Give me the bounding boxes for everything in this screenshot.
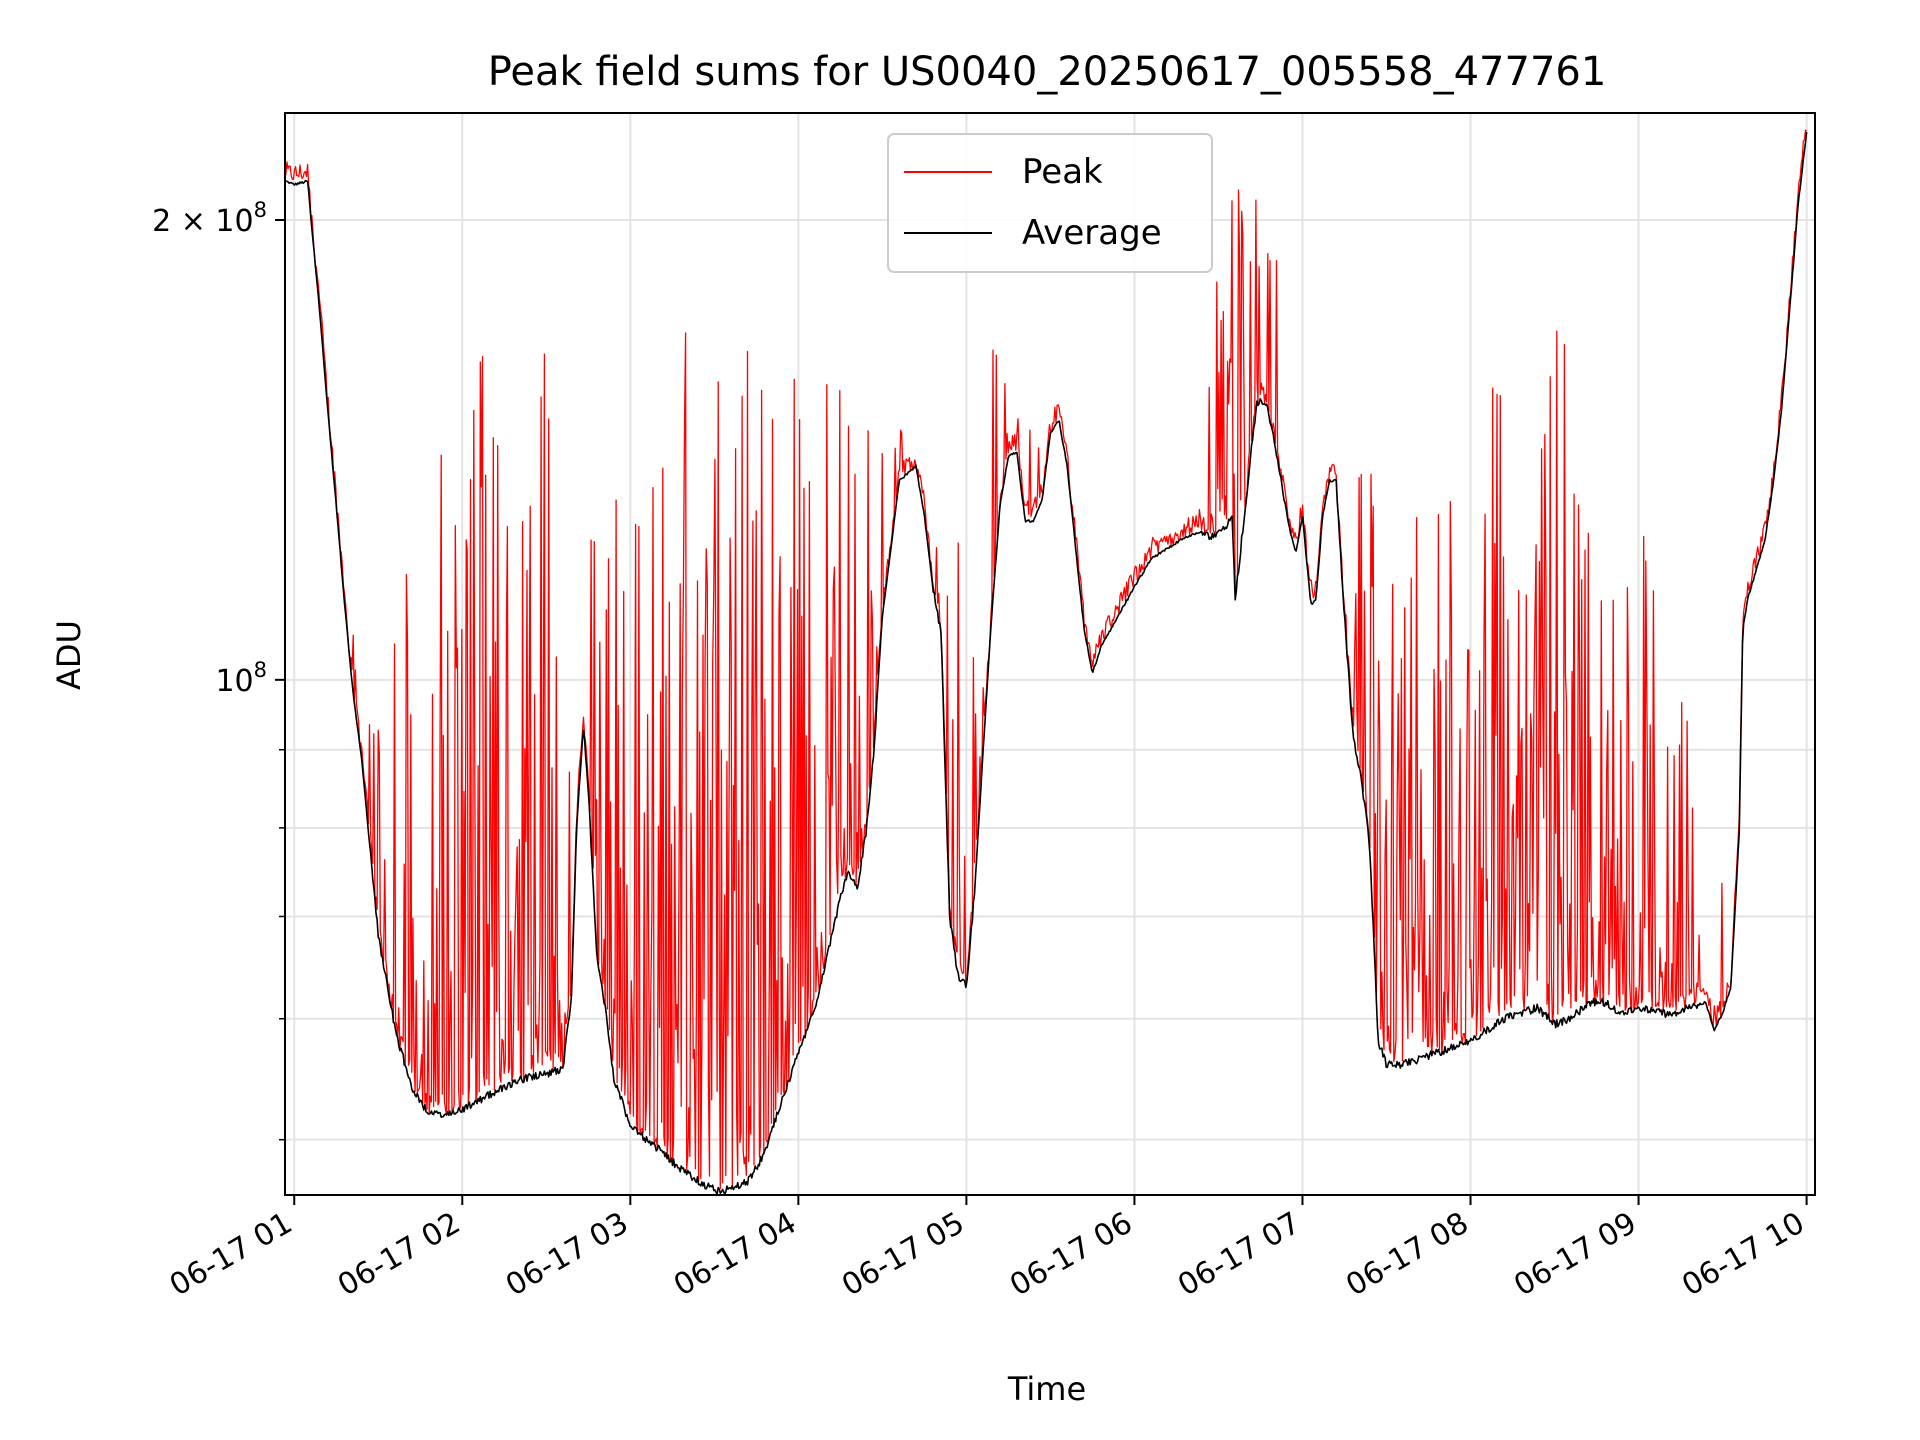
chart-title: Peak field sums for US0040_20250617_0055… bbox=[488, 49, 1607, 95]
x-axis-label: Time bbox=[1007, 1370, 1086, 1408]
y-tick-label-1: 2 × 108 bbox=[152, 198, 267, 239]
legend-box bbox=[887, 133, 1213, 273]
series-average-line bbox=[285, 131, 1808, 1196]
axes-frame bbox=[284, 112, 1816, 1196]
y-tick-label-0: 108 bbox=[215, 658, 267, 699]
series-average bbox=[285, 131, 1808, 1196]
y-axis-label: ADU bbox=[50, 620, 88, 690]
y-tick-label-base-0: 10 bbox=[215, 664, 253, 699]
plot-area bbox=[285, 129, 1808, 1196]
y-tick-label-exponent-0: 8 bbox=[254, 658, 267, 682]
y-tick-label-base-1: 2 × 10 bbox=[152, 204, 253, 239]
legend-label-peak: Peak bbox=[1022, 152, 1103, 192]
y-tick-label-exponent-1: 8 bbox=[254, 198, 267, 222]
legend-label-average: Average bbox=[1022, 213, 1162, 253]
legend: Peak Average bbox=[887, 133, 1213, 273]
